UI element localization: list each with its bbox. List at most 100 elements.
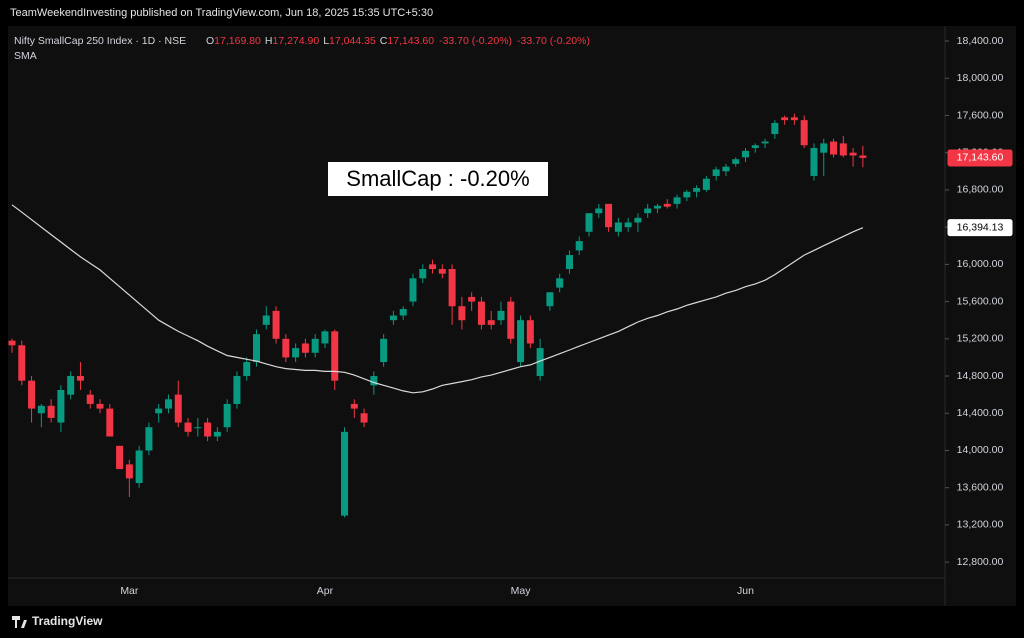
candle-body [810,148,818,176]
ohlc-key: C [380,35,388,47]
candle-body [155,408,163,414]
change: -33.70 (-0.20%) [439,35,512,47]
candle-body [575,241,583,251]
ohlc-text: O17,169.80 H17,274.90 L17,044.35 C17,143.60… [206,35,590,47]
candle-body [380,338,388,363]
candle-body [497,310,505,321]
candle-body [301,343,309,353]
candle-body [37,405,45,414]
candle-body [849,152,857,156]
candle-body [477,301,485,325]
candle-body [438,269,446,274]
ohlc-value: 17,169.80 [214,35,261,47]
candle-body [67,376,75,395]
candle-body [595,208,603,214]
y-tick-label: 15,200.00 [957,333,1004,345]
x-tick-label: Jun [737,585,754,597]
candle-body [243,362,251,377]
candle-body [448,269,456,307]
y-tick-label: 14,800.00 [957,370,1004,382]
candle-body [800,120,808,146]
candle-body [321,331,329,344]
candle-body [57,389,65,423]
candle-body [106,408,114,437]
candle-body [233,376,241,404]
candle-body [546,292,554,307]
x-tick-label: Apr [317,585,334,597]
candle-body [673,197,681,204]
candle-body [204,422,212,437]
candle-body [536,348,544,377]
candle-body [360,413,368,423]
candle-body [732,159,740,164]
candle-body [585,213,593,232]
candle-body [605,203,613,228]
ohlc-value: 17,143.60 [387,35,434,47]
y-tick-label: 14,400.00 [957,407,1004,419]
candle-body [556,278,564,288]
candle-body [272,310,280,339]
candle-body [526,320,534,344]
candle-body [712,169,720,176]
sma-line [11,204,864,394]
candle-body [213,431,221,437]
y-tick-label: 14,000.00 [957,444,1004,456]
candle-body [487,320,495,325]
candle-body [751,145,759,149]
candle-body [458,306,466,321]
ohlc-key: H [265,35,273,47]
candle-body [771,122,779,135]
candle-body [96,403,104,409]
candle-body [790,117,798,121]
candle-body [702,178,710,190]
candle-body [663,203,671,207]
brand-logo [12,616,27,628]
candle-body [370,376,378,386]
candle-body [722,166,730,172]
candle-body [419,269,427,279]
candle-body [429,264,437,270]
y-tick-label: 13,600.00 [957,481,1004,493]
candle-body [634,217,642,223]
candle-body [86,394,94,404]
candle-body [517,320,525,363]
candle-body [282,338,290,358]
candle-body [399,309,407,316]
ohlc-key: O [206,35,214,47]
candle-body [28,380,36,409]
candle-body [47,405,55,418]
candle-body [331,331,339,381]
symbol: Nifty SmallCap 250 Index · 1D · NSE [14,35,186,47]
candle-body [820,143,828,153]
candle-body [468,296,476,302]
candle-body [174,394,182,423]
candle-body [262,315,270,325]
ohlc-key: L [323,35,329,47]
candle-body [624,222,632,228]
annotation: SmallCap : -0.20% [346,166,529,191]
candle-body [507,301,515,339]
price-tag-label: 16,394.13 [957,221,1004,233]
brand: TradingView [12,614,103,628]
candle-body [350,403,358,409]
candle-body [116,445,124,470]
candle-body [253,334,260,363]
candle-body [125,464,133,479]
candle-body [194,427,202,429]
candle-body [644,208,652,214]
publisher: TeamWeekendInvesting published on Tradin… [10,7,433,19]
candle-body [409,278,417,302]
y-tick-label: 13,200.00 [957,519,1004,531]
y-tick-label: 18,400.00 [957,35,1004,47]
candle-body [8,340,16,346]
ohlc-value: 17,044.35 [329,35,376,47]
y-tick-label: 12,800.00 [957,556,1004,568]
candle-body [18,345,26,381]
ohlc-legend: O17,169.80 H17,274.90 L17,044.35 C17,143.60… [206,35,590,47]
sma-label: SMA [14,50,37,62]
price-tag [947,149,1013,167]
candle-body [839,143,847,156]
candle-body [223,403,231,428]
candle-body [76,376,84,381]
